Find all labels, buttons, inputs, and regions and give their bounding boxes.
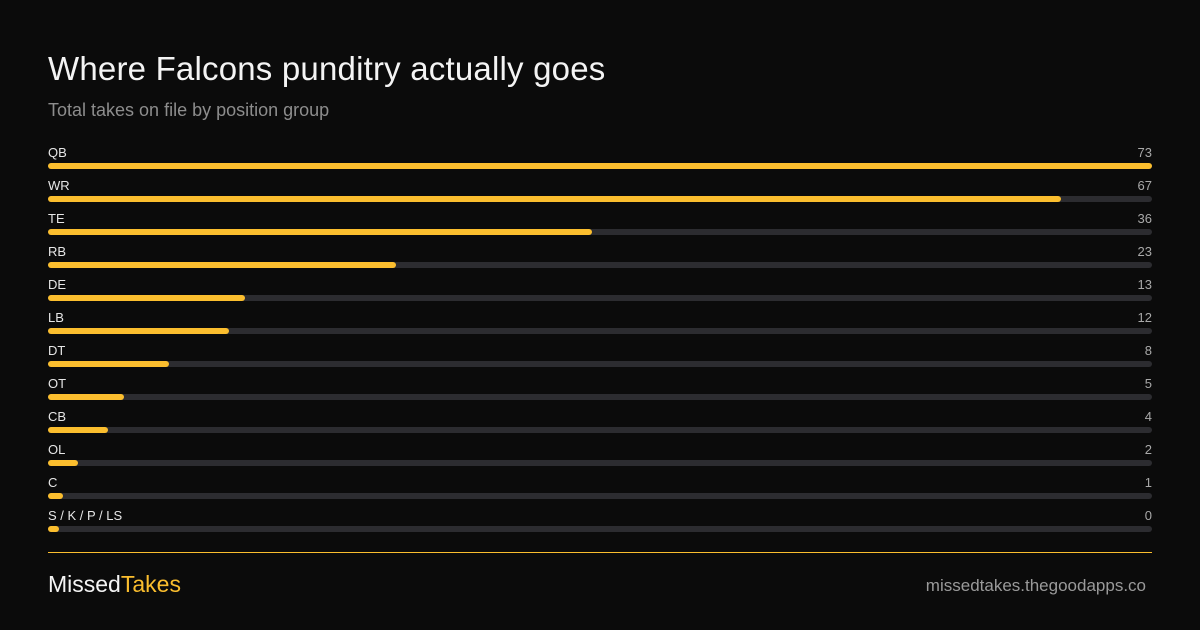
bar [48,361,169,367]
bar-value-label: 36 [1137,211,1152,226]
bar-value-label: 0 [1144,508,1152,523]
bar [48,295,245,301]
bar-value-label: 13 [1137,277,1152,292]
bar-row: DT 8 [48,341,1152,374]
bar-track [48,526,1152,532]
bar-label: TE [48,211,65,226]
bar-label: DT [48,343,66,358]
bar-track [48,361,1152,367]
footer-divider [48,552,1152,553]
bar [48,394,124,400]
bar-track [48,460,1152,466]
bar-row: OL 2 [48,440,1152,473]
bar [48,493,64,499]
site-url: missedtakes.thegoodapps.co [925,576,1146,595]
bar-value-label: 2 [1144,442,1152,457]
bar-track [48,493,1152,499]
bar-row: OT 5 [48,374,1152,407]
brand-name-part2: Takes [120,571,181,597]
bar-label: WR [48,178,70,193]
bar-track [48,328,1152,334]
bar-label: DE [48,277,67,292]
bar-track [48,394,1152,400]
bar-value-label: 23 [1137,244,1152,259]
bar-track [48,196,1152,202]
bar-value-label: 8 [1144,343,1152,358]
chart-subtitle: Total takes on file by position group [48,100,330,120]
bar-value-label: 67 [1137,178,1152,193]
bar-track [48,427,1152,433]
brand-name-part1: Missed [48,571,121,597]
bar-row: CB 4 [48,407,1152,440]
bar [48,262,396,268]
bar-row: QB 73 [48,143,1152,176]
bar [48,526,59,532]
bar-row: LB 12 [48,308,1152,341]
bar-label: CB [48,409,67,424]
brand-logo: MissedTakes [48,571,181,598]
chart-title: Where Falcons punditry actually goes [48,50,606,87]
bar-track [48,262,1152,268]
bar-track [48,229,1152,235]
bar [48,427,109,433]
bar-label: QB [48,145,67,160]
bar-track [48,295,1152,301]
bar-label: S / K / P / LS [48,508,123,523]
bar-value-label: 1 [1144,475,1152,490]
bar-label: OT [48,376,67,391]
bar-row: WR 67 [48,176,1152,209]
bar-value-label: 12 [1137,310,1152,325]
bar-track [48,163,1152,169]
bar [48,229,593,235]
bar-row: DE 13 [48,275,1152,308]
bar-label: C [48,475,58,490]
bar [48,328,230,334]
bar-value-label: 4 [1144,409,1152,424]
bar [48,196,1062,202]
bar-row: RB 23 [48,242,1152,275]
bar-label: OL [48,442,66,457]
bar-label: RB [48,244,67,259]
bar [48,460,79,466]
bar-value-label: 73 [1137,145,1152,160]
bar-value-label: 5 [1144,376,1152,391]
bar-label: LB [48,310,64,325]
bar [48,163,1152,169]
bar-row: TE 36 [48,209,1152,242]
bar-row: S / K / P / LS 0 [48,506,1152,539]
